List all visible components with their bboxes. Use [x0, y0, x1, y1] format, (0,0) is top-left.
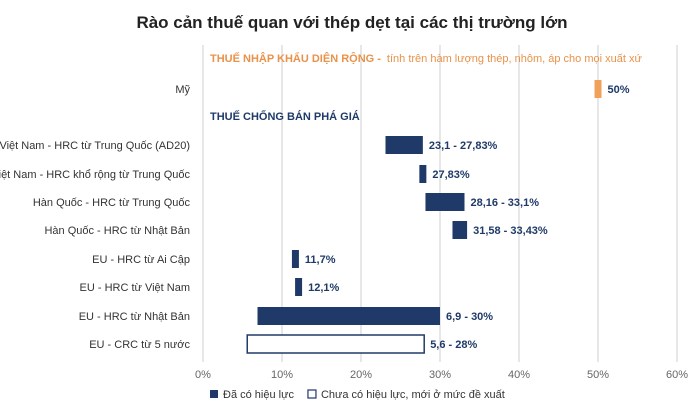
data-label: 50%	[608, 84, 630, 96]
section-headers: THUẾ NHẬP KHẨU DIỆN RỘNG - tính trên hàm …	[210, 52, 642, 123]
x-tick-label: 20%	[350, 369, 372, 381]
legend-swatch	[210, 390, 218, 398]
x-tick-label: 40%	[508, 369, 530, 381]
category-label: EU - HRC từ Ai Cập	[92, 254, 190, 266]
bars	[246, 80, 602, 354]
bar	[419, 165, 427, 183]
section-title: THUẾ NHẬP KHẨU DIỆN RỘNG -	[210, 52, 381, 65]
legend: Đã có hiệu lực Chưa có hiệu lực, mới ở mứ…	[210, 389, 505, 401]
category-label: Mỹ	[175, 84, 190, 96]
section-subtitle: tính trên hàm lượng thép, nhôm, áp cho m…	[387, 53, 643, 65]
data-label: 5,6 - 28%	[430, 339, 477, 351]
bar	[257, 307, 440, 325]
category-label: Hàn Quốc - HRC từ Nhật Bản	[44, 225, 190, 237]
data-label: 11,7%	[305, 254, 336, 266]
data-label: 12,1%	[308, 282, 339, 294]
x-axis-ticks: 0% 10% 20% 30% 40% 50% 60%	[195, 369, 688, 381]
x-tick-label: 50%	[587, 369, 609, 381]
data-label: 27,83%	[432, 169, 470, 181]
data-labels: 50% 23,1 - 27,83% 27,83% 28,16 - 33,1% 31,58…	[305, 84, 630, 351]
data-label: 28,16 - 33,1%	[470, 197, 539, 209]
bar	[594, 80, 602, 98]
category-label: Hàn Quốc - HRC từ Trung Quốc	[33, 197, 191, 209]
x-tick-label: 0%	[195, 369, 211, 381]
legend-swatch	[307, 389, 317, 399]
bar	[246, 334, 425, 354]
legend-label: Chưa có hiệu lực, mới ở mức đề xuất	[321, 389, 505, 401]
bar	[385, 136, 423, 154]
legend-label: Đã có hiệu lực	[223, 389, 294, 401]
section-title: THUẾ CHỐNG BÁN PHÁ GIÁ	[210, 109, 360, 123]
x-tick-label: 60%	[666, 369, 688, 381]
category-label: EU - CRC từ 5 nước	[89, 339, 190, 351]
category-label: Việt Nam - HRC từ Trung Quốc (AD20)	[0, 140, 190, 152]
data-label: 23,1 - 27,83%	[429, 140, 498, 152]
category-label: EU - HRC từ Nhật Bản	[79, 311, 190, 323]
bar	[291, 250, 299, 268]
data-label: 6,9 - 30%	[446, 311, 493, 323]
x-tick-label: 30%	[429, 369, 451, 381]
bar	[452, 221, 468, 239]
category-labels: Mỹ Việt Nam - HRC từ Trung Quốc (AD20) Việ…	[0, 84, 191, 351]
x-tick-label: 10%	[271, 369, 293, 381]
data-label: 31,58 - 33,43%	[473, 225, 548, 237]
bar	[425, 193, 465, 211]
bar	[295, 278, 303, 296]
category-label: EU - HRC từ Việt Nam	[80, 282, 190, 294]
category-label: Việt Nam - HRC khổ rộng từ Trung Quốc	[0, 169, 191, 181]
chart-title: Rào cản thuế quan với thép dẹt tại các t…	[136, 13, 567, 32]
